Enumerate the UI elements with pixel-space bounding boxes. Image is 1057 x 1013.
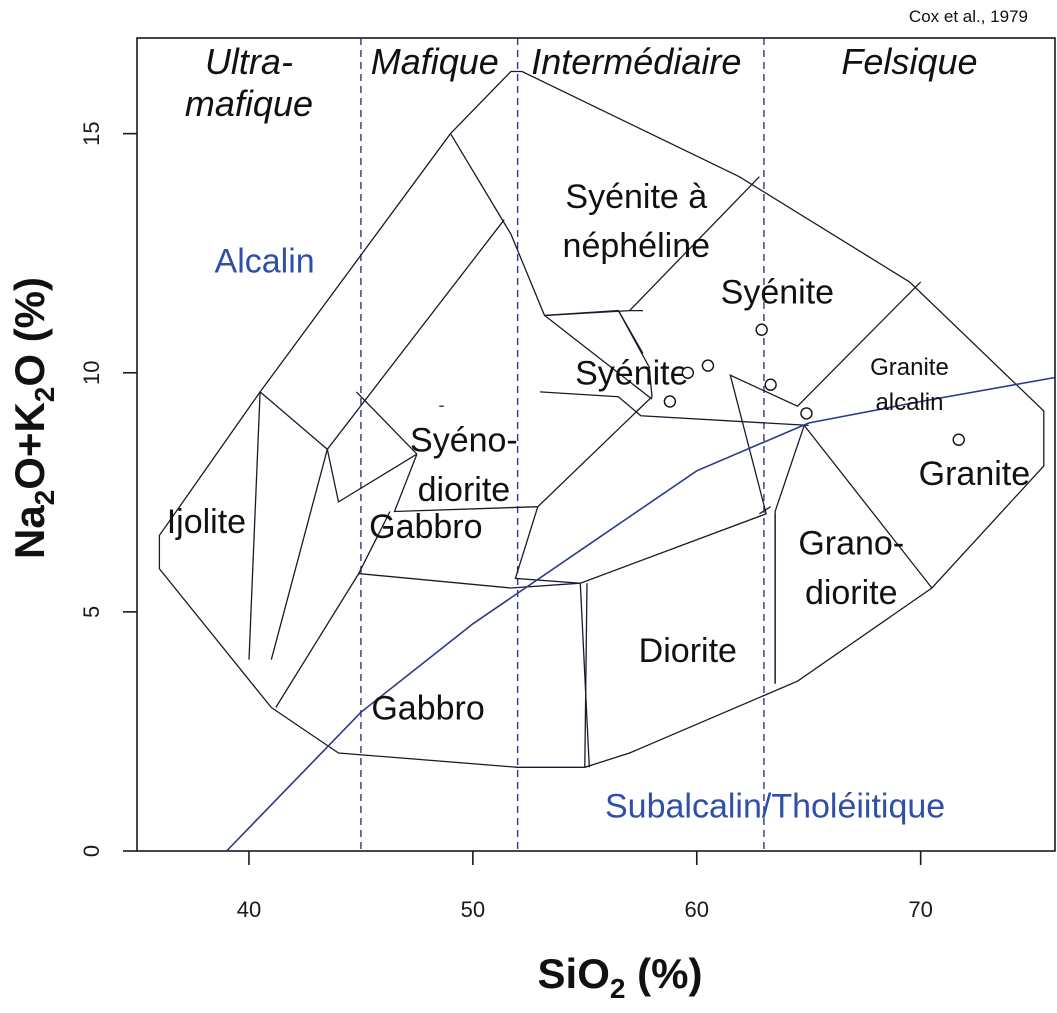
- field-label-line: Gabbro: [371, 689, 484, 727]
- category-label-line: Felsique: [841, 41, 977, 82]
- field-label-7: Ijolite: [167, 503, 246, 541]
- sample-point-1: [663, 395, 677, 408]
- field-label-line: Syénite à: [565, 178, 707, 216]
- field-label-9: Grano-diorite: [798, 524, 904, 611]
- field-boundary-9: [275, 281, 922, 708]
- field-label-line: Diorite: [639, 632, 737, 670]
- sample-point-7: [952, 433, 965, 446]
- field-label-line: Granite: [870, 354, 949, 381]
- x-tick-label-70: 70: [908, 897, 932, 922]
- sample-point-3: [701, 359, 715, 372]
- plot-area: Ultra-mafique Mafique Intermédiaire Felsiqu…: [158, 38, 1056, 852]
- field-boundary-13: [646, 367, 651, 374]
- x-axis-title: SiO2 (%): [538, 950, 703, 1004]
- field-boundary-4: [326, 449, 418, 503]
- field-label-line: alcalin: [875, 389, 943, 416]
- field-boundary-11: [514, 506, 590, 768]
- field-boundary-5: [270, 219, 505, 660]
- sample-point-2: [681, 366, 694, 379]
- y-tick-label-0: 0: [79, 845, 104, 857]
- field-boundary-3: [259, 391, 328, 450]
- category-label-3: Intermédiaire: [531, 41, 741, 82]
- field-label-line: Syénite: [575, 355, 688, 393]
- field-boundary-21: [759, 506, 771, 515]
- x-axis-title-tail: (%): [625, 950, 702, 997]
- field-boundary-1: [158, 70, 1045, 768]
- field-label-line: Syéno-: [410, 422, 518, 460]
- y-axis-title: Na2O+K2O (%): [6, 277, 60, 559]
- y-axis-title-part-3: O (%): [6, 277, 53, 387]
- field-label-line: Grano-: [798, 524, 904, 562]
- sample-point-4: [755, 323, 768, 336]
- x-tick-label-40: 40: [237, 897, 261, 922]
- field-boundary-22: [584, 583, 588, 768]
- field-label-line: Granite: [919, 455, 1031, 493]
- field-boundary-16: [546, 309, 643, 317]
- x-tick-label-50: 50: [461, 897, 485, 922]
- y-axis-title-subscript-1: 2: [29, 490, 60, 506]
- field-label-4: Syénite: [575, 355, 688, 393]
- field-label-8: Gabbro: [369, 508, 482, 546]
- series-label-1: Alcalin: [215, 242, 315, 280]
- field-label-1: Syénite à néphéline: [563, 178, 710, 265]
- x-axis-title-main: SiO: [538, 950, 610, 997]
- sample-point-6: [800, 407, 813, 420]
- category-label-2: Mafique: [371, 41, 499, 82]
- field-boundary-10: [358, 511, 391, 574]
- field-label-line: diorite: [805, 574, 898, 612]
- axes: 40 50 60 70 0 5 10 15: [79, 37, 1056, 922]
- x-tick-label-60: 60: [685, 897, 709, 922]
- x-axis-title-subscript: 2: [610, 973, 626, 1004]
- series-label-2: Subalcalin/Tholéiitique: [605, 788, 945, 826]
- sample-point-5: [764, 378, 777, 391]
- field-boundary-17: [629, 176, 760, 312]
- field-boundary-12: [544, 314, 653, 400]
- source-note: Cox et al., 1979: [909, 7, 1028, 26]
- field-label-3: Granite alcalin: [870, 354, 949, 416]
- field-boundary-2: [248, 391, 261, 660]
- category-label-line: Ultra-: [205, 41, 293, 82]
- alkaline-subalkaline-boundary: [226, 376, 1056, 852]
- field-boundary-14: [617, 310, 651, 369]
- y-axis-title-part-2: O+K: [6, 402, 53, 490]
- category-label-4: Felsique: [841, 41, 977, 82]
- field-label-line: Ijolite: [167, 503, 246, 541]
- field-boundary-19: [803, 424, 933, 589]
- field-label-11: Gabbro: [371, 689, 484, 727]
- category-label-line: Intermédiaire: [531, 41, 741, 82]
- field-label-6: Granite: [919, 455, 1031, 493]
- field-label-line: Syénite: [721, 273, 834, 311]
- field-label-10: Diorite: [639, 632, 737, 670]
- y-tick-label-15: 15: [79, 121, 104, 145]
- plot-frame: [136, 37, 1056, 852]
- field-label-5: Syéno-diorite: [410, 422, 518, 509]
- field-label-line: diorite: [418, 471, 511, 509]
- field-label-line: néphéline: [563, 227, 710, 265]
- field-boundary-6: [355, 391, 418, 455]
- field-boundary-18: [539, 391, 809, 427]
- category-label-1: Ultra-mafique: [185, 41, 313, 124]
- y-tick-label-10: 10: [79, 361, 104, 385]
- category-label-line: Mafique: [371, 41, 499, 82]
- field-label-2: Syénite: [721, 273, 834, 311]
- y-axis-title-subscript-2: 2: [29, 387, 60, 403]
- category-label-line: mafique: [185, 83, 313, 124]
- y-tick-label-5: 5: [79, 606, 104, 618]
- field-label-line: Gabbro: [369, 508, 482, 546]
- y-axis-title-part-1: Na: [6, 505, 53, 559]
